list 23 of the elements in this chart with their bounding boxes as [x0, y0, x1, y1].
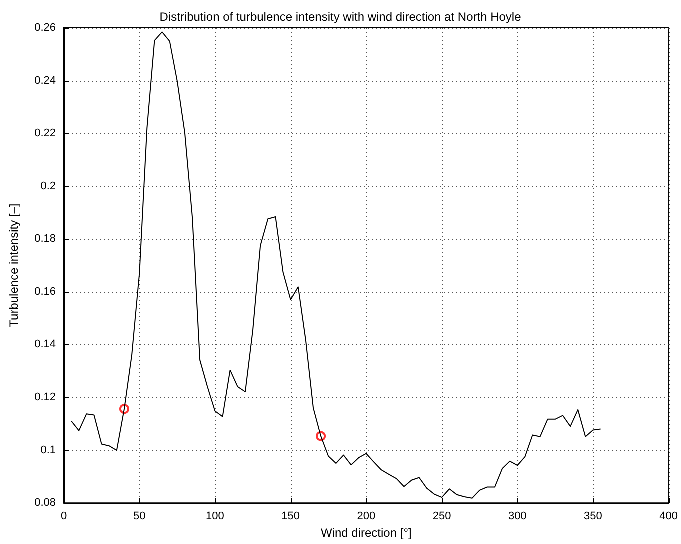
y-tick-label: 0.2: [40, 180, 56, 192]
line-series: [71, 32, 602, 499]
x-tick-label: 150: [282, 510, 300, 523]
x-tick-label: 200: [357, 510, 376, 523]
y-tick-label: 0.12: [34, 392, 56, 404]
x-tick-label: 50: [133, 510, 146, 523]
y-tick-label: 0.16: [34, 286, 56, 298]
y-tick-label: 0.14: [34, 338, 56, 351]
x-tick-label: 300: [508, 510, 527, 523]
x-tick-label: 350: [584, 510, 602, 523]
x-tick-label: 400: [660, 510, 678, 523]
y-tick-label: 0.26: [34, 22, 56, 34]
y-tick-label: 0.24: [34, 74, 56, 87]
y-tick-label: 0.18: [34, 233, 56, 246]
x-tick-label: 250: [432, 510, 452, 523]
x-tick-label: 100: [206, 510, 224, 523]
y-tick-label: 0.1: [40, 444, 56, 456]
x-tick-label: 0: [60, 510, 68, 523]
chart-title: Distribution of turbulence intensity with wind direction at North Hoyle: [160, 10, 522, 24]
x-axis-title: Wind direction [°]: [320, 526, 412, 540]
y-tick-label: 0.22: [34, 128, 56, 140]
y-axis-title: Turbulence intensity [–]: [7, 204, 21, 328]
y-tick-label: 0.08: [34, 497, 56, 510]
